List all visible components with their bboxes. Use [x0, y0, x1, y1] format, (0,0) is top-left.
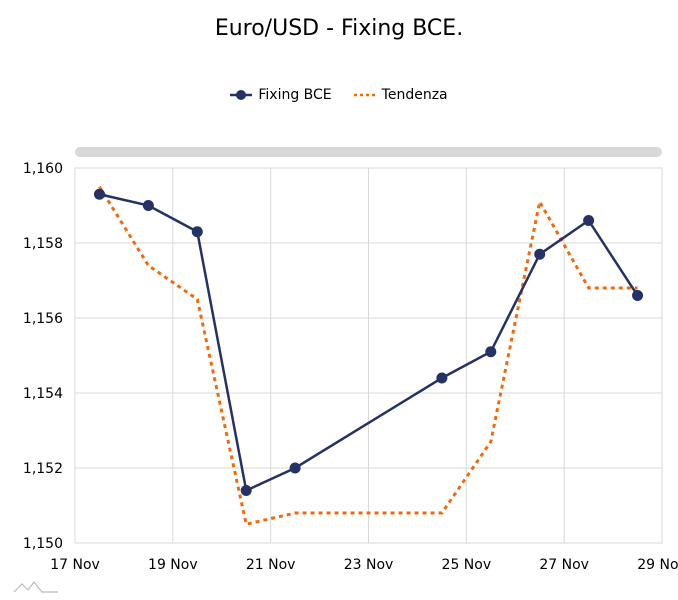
data-point-fixing-bce [632, 290, 644, 301]
zoom-scrollbar[interactable] [75, 147, 662, 157]
x-tick-label: 29 Nov [637, 557, 678, 573]
data-point-fixing-bce [142, 200, 154, 211]
x-tick-label: 23 Nov [344, 557, 394, 573]
x-tick-label: 19 Nov [148, 557, 198, 573]
y-tick-label: 1,152 [23, 461, 63, 477]
x-tick-label: 27 Nov [539, 557, 589, 573]
data-point-fixing-bce [485, 346, 497, 358]
data-point-fixing-bce [240, 485, 252, 496]
series-line-fixing-bce [99, 193, 639, 493]
data-point-fixing-bce [93, 188, 105, 200]
x-tick-label: 21 Nov [246, 557, 296, 573]
legend-item-fixing-bce[interactable]: Fixing BCE [230, 87, 332, 103]
legend-item-tendenza[interactable]: Tendenza [353, 87, 448, 103]
legend-marker-line-icon [230, 90, 253, 100]
data-point-fixing-bce [583, 215, 595, 226]
chart-title: Euro/USD - Fixing BCE. [214, 16, 464, 41]
legend-label: Tendenza [381, 87, 448, 103]
y-tick-label: 1,156 [23, 311, 63, 327]
x-tick-label: 25 Nov [442, 557, 492, 573]
series-line-tendenza [98, 185, 638, 527]
y-tick-label: 1,158 [23, 236, 63, 252]
legend-label: Fixing BCE [258, 87, 332, 103]
y-tick-label: 1,160 [23, 161, 63, 177]
data-point-fixing-bce [534, 248, 546, 260]
chart-logo-icon [13, 581, 58, 593]
legend: Fixing BCE Tendenza [0, 87, 678, 103]
y-tick-label: 1,150 [23, 536, 63, 552]
data-point-fixing-bce [191, 226, 203, 238]
legend-dashed-line-icon [353, 93, 376, 97]
y-tick-label: 1,154 [23, 386, 63, 402]
data-point-fixing-bce [436, 372, 448, 384]
x-tick-label: 17 Nov [50, 557, 100, 573]
data-point-fixing-bce [289, 462, 301, 474]
